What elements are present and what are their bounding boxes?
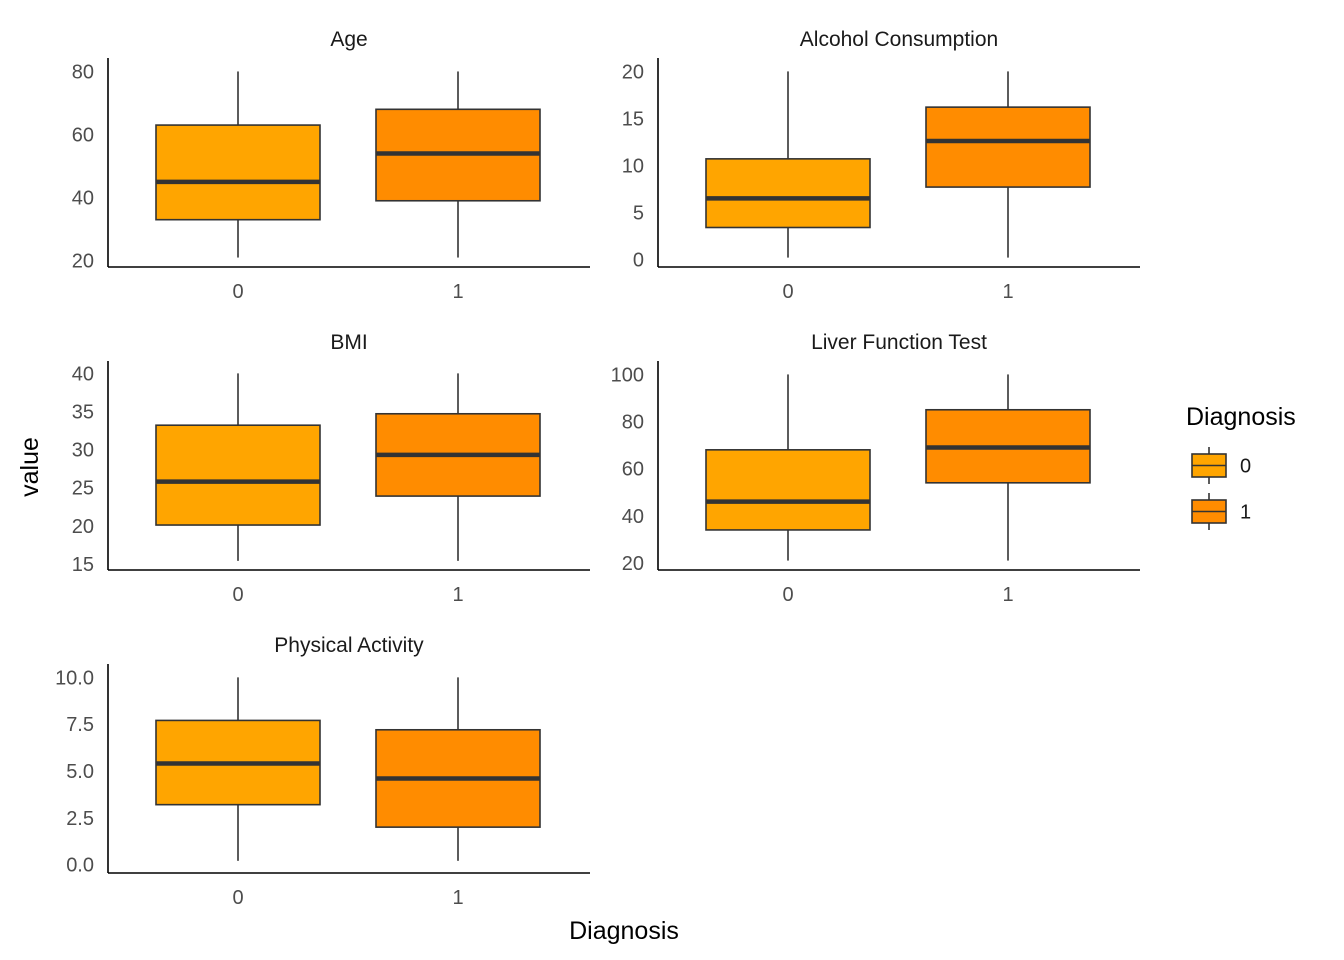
y-tick-label: 35 — [72, 401, 94, 423]
y-tick-label: 5.0 — [66, 761, 94, 783]
x-tick-label: 1 — [452, 584, 463, 606]
y-tick-label: 10.0 — [55, 667, 94, 689]
y-tick-label: 30 — [72, 440, 94, 462]
box-group-0 — [155, 424, 321, 526]
panel-bmi: BMI 15 20 25 30 35 40 0 1 — [72, 331, 590, 606]
y-tick-label: 15 — [72, 554, 94, 576]
x-tick-label: 1 — [452, 887, 463, 909]
y-tick-label: 2.5 — [66, 808, 94, 830]
panel-title: Age — [330, 28, 367, 51]
x-tick-label: 1 — [452, 281, 463, 303]
legend: Diagnosis 0 1 — [1186, 403, 1296, 530]
y-tick-label: 20 — [72, 251, 94, 273]
y-tick-label: 0.0 — [66, 855, 94, 877]
box-group-0 — [705, 158, 871, 229]
y-tick-label: 80 — [72, 61, 94, 83]
legend-label: 0 — [1240, 456, 1251, 478]
x-tick-label: 0 — [782, 281, 793, 303]
x-tick-label: 0 — [782, 584, 793, 606]
y-tick-label: 10 — [622, 155, 644, 177]
panel-title: BMI — [330, 331, 367, 354]
x-tick-label: 0 — [232, 584, 243, 606]
panel-physical-activity: Physical Activity 0.0 2.5 5.0 7.5 10.0 0 1 — [55, 634, 590, 909]
x-tick-label: 0 — [232, 887, 243, 909]
y-axis-title: value — [16, 437, 44, 497]
y-tick-label: 25 — [72, 478, 94, 500]
panel-age: Age 20 40 60 80 0 1 — [72, 28, 590, 303]
x-tick-label: 1 — [1002, 281, 1013, 303]
y-tick-label: 7.5 — [66, 714, 94, 736]
legend-title: Diagnosis — [1186, 403, 1296, 431]
y-tick-label: 20 — [72, 516, 94, 538]
box-group-1 — [925, 106, 1091, 188]
panel-liver-function-test: Liver Function Test 20 40 60 80 100 0 1 — [611, 331, 1140, 606]
y-tick-label: 60 — [72, 125, 94, 147]
y-tick-label: 15 — [622, 108, 644, 130]
panel-title: Alcohol Consumption — [800, 28, 998, 51]
x-tick-label: 0 — [232, 281, 243, 303]
y-tick-label: 80 — [622, 412, 644, 434]
y-tick-label: 20 — [622, 61, 644, 83]
y-tick-label: 60 — [622, 459, 644, 481]
box-group-0 — [705, 449, 871, 531]
panel-alcohol-consumption: Alcohol Consumption 0 5 10 15 20 0 1 — [622, 28, 1140, 303]
y-tick-label: 0 — [633, 249, 644, 271]
x-axis-title: Diagnosis — [569, 917, 679, 945]
y-tick-label: 40 — [72, 188, 94, 210]
box-group-0 — [155, 124, 321, 221]
x-tick-label: 1 — [1002, 584, 1013, 606]
legend-label: 1 — [1240, 502, 1251, 524]
panel-title: Physical Activity — [274, 634, 424, 657]
y-tick-label: 40 — [72, 363, 94, 385]
y-tick-label: 20 — [622, 553, 644, 575]
y-tick-label: 100 — [611, 364, 644, 386]
y-tick-label: 40 — [622, 506, 644, 528]
panel-title: Liver Function Test — [811, 331, 987, 354]
y-tick-label: 5 — [633, 202, 644, 224]
